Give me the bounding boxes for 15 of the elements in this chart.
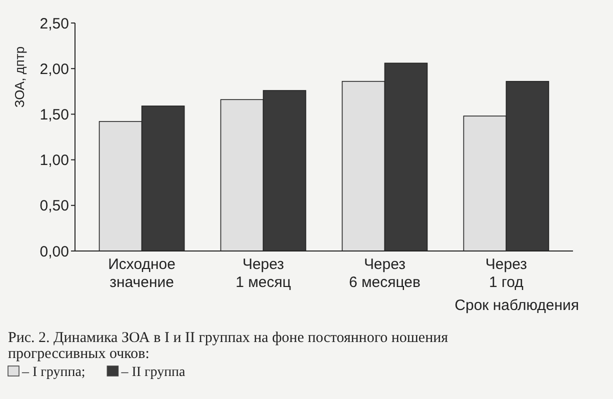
legend-label: – II группа bbox=[120, 365, 186, 380]
y-axis-title: ЗОА, дптр bbox=[12, 46, 27, 108]
y-tick-label: 2,50 bbox=[40, 15, 69, 32]
y-tick-label: 0,50 bbox=[40, 198, 69, 215]
y-tick-label: 1,50 bbox=[40, 106, 69, 124]
y-tick-label: 2,00 bbox=[40, 60, 69, 78]
x-tick-label: Исходное значение bbox=[108, 256, 176, 291]
x-tick-label: Через 6 месяцев bbox=[348, 256, 421, 291]
x-tick-label: Через 1 месяц bbox=[236, 256, 292, 291]
x-tick-label: Через 1 год bbox=[485, 256, 528, 291]
text: Рис. 2. Динамика ЗОА в I и II группах на фоне постоянного ношения прогрессивных очков: bbox=[8, 330, 448, 362]
y-tick-label: 0,00 bbox=[40, 243, 69, 260]
y-tick-label: 1,00 bbox=[40, 152, 69, 170]
x-axis-title: Срок наблюдения bbox=[454, 297, 579, 314]
legend-label: – I группа; bbox=[21, 365, 86, 380]
